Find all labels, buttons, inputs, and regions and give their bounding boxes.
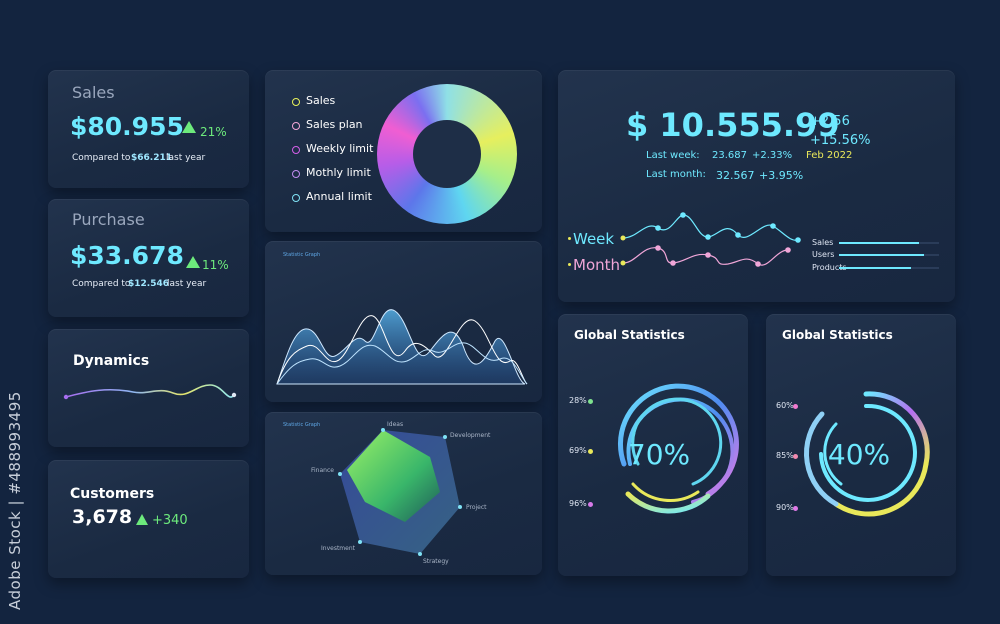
watermark-side-text: Adobe Stock | #488993495 <box>6 391 24 610</box>
global-stats-card-1[interactable]: Global Statistics 28% 69% 96% 70% <box>558 314 748 576</box>
last-month-value: 32.567 <box>716 169 755 182</box>
radar-axis-label: Ideas <box>387 421 403 428</box>
legend-label: Annual limit <box>306 190 372 203</box>
customers-card[interactable]: Customers 3,678 +340 <box>48 460 249 578</box>
legend-label: Sales <box>306 94 336 107</box>
customers-title: Customers <box>70 486 155 502</box>
donut-ring <box>377 84 517 224</box>
sales-title: Sales <box>72 83 115 102</box>
purchase-title: Purchase <box>72 210 145 229</box>
dynamics-title: Dynamics <box>73 353 150 369</box>
dynamics-card[interactable]: Dynamics <box>48 329 249 447</box>
purchase-value: $33.678 <box>70 241 184 270</box>
last-month-label: Last month: <box>646 169 706 180</box>
legend-label: Mothly limit <box>306 166 371 179</box>
stat-row-label: 90% <box>776 503 794 512</box>
radar-axis-label: Investment <box>321 545 356 552</box>
purchase-compare-prefix: Compared to <box>72 279 131 289</box>
purchase-compare-value: $12.546 <box>128 279 169 289</box>
bar-label: Products <box>812 263 847 272</box>
radial-progress-chart: 70% <box>617 383 739 514</box>
stat-row-label: 60% <box>776 401 794 410</box>
radar-chart-card[interactable]: Statistic Graph Ideas Development Projec… <box>265 412 542 575</box>
up-arrow-icon <box>136 514 148 525</box>
stat-dot-icon <box>793 454 798 459</box>
sales-compare-prefix: Compared to <box>72 153 131 163</box>
legend-label: Weekly limit <box>306 142 374 155</box>
summary-card[interactable]: $ 10.555.99 +2.56 +15.56% Feb 2022 Last … <box>558 70 955 302</box>
up-arrow-icon <box>186 256 200 268</box>
radar-points <box>338 428 462 556</box>
summary-amount: $ 10.555.99 <box>626 106 840 144</box>
legend-dot-icon <box>292 146 300 154</box>
last-week-pct: +2.33% <box>752 150 793 161</box>
progress-fill <box>839 267 911 269</box>
donut-hole <box>413 120 481 188</box>
wave-chart <box>276 309 528 385</box>
stat-dot-icon <box>793 404 798 409</box>
bar-label: Sales <box>812 238 834 247</box>
legend-dot-icon <box>292 194 300 202</box>
last-week-value: 23.687 <box>712 150 747 161</box>
purchase-card[interactable]: Purchase $33.678 11% Compared to $12.546… <box>48 199 249 317</box>
progress-track <box>839 254 939 256</box>
progress-fill <box>839 254 924 256</box>
radial-center-value: 70% <box>628 438 690 471</box>
radar-axis-label: Finance <box>311 467 334 474</box>
wave-chart-title: Statistic Graph <box>283 252 321 258</box>
radar-axis-label: Strategy <box>423 558 449 565</box>
radar-chart: Ideas Development Project Strategy Inves… <box>311 421 491 565</box>
last-week-label: Last week: <box>646 150 700 161</box>
summary-date: Feb 2022 <box>806 150 853 161</box>
summary-delta-2: +15.56% <box>810 133 871 148</box>
month-label: Month <box>573 256 621 274</box>
progress-track <box>839 242 939 244</box>
sales-compare-suffix: last year <box>166 153 206 163</box>
customers-value: 3,678 <box>72 506 133 528</box>
week-month-lines <box>620 212 801 267</box>
sales-compare-value: $66.211 <box>131 153 172 163</box>
month-dot-icon <box>568 263 571 266</box>
stat-row-label: 28% <box>569 396 587 405</box>
stat-row-label: 69% <box>569 446 587 455</box>
progress-fill <box>839 242 919 244</box>
stat-dot-icon <box>793 506 798 511</box>
legend-dot-icon <box>292 122 300 130</box>
global-stats-card-2[interactable]: Global Statistics 60% 85% 90% 40% <box>766 314 956 576</box>
radial-center-value: 40% <box>828 438 890 471</box>
global-stats-title: Global Statistics <box>782 328 893 342</box>
up-arrow-icon <box>182 121 196 133</box>
legend-dot-icon <box>292 170 300 178</box>
sales-change: 21% <box>200 125 227 139</box>
wave-chart-card[interactable]: Statistic Graph <box>265 241 542 402</box>
dynamics-sparkline <box>63 384 237 400</box>
global-stats-title: Global Statistics <box>574 328 685 342</box>
donut-card[interactable]: Sales Sales plan Weekly limit Mothly lim… <box>265 70 542 232</box>
summary-delta-1: +2.56 <box>810 114 850 129</box>
stat-dot-icon <box>588 449 593 454</box>
legend-dot-icon <box>292 98 300 106</box>
radar-axis-label: Project <box>466 504 487 511</box>
progress-track <box>839 267 939 269</box>
week-label: Week <box>573 230 615 248</box>
last-month-pct: +3.95% <box>759 169 804 182</box>
legend-label: Sales plan <box>306 118 363 131</box>
bar-label: Users <box>812 250 835 259</box>
purchase-compare-suffix: last year <box>167 279 207 289</box>
week-dot-icon <box>568 237 571 240</box>
radial-progress-chart: 40% <box>803 391 930 517</box>
customers-change: +340 <box>152 513 188 528</box>
stat-dot-icon <box>588 502 593 507</box>
stat-row-label: 96% <box>569 499 587 508</box>
purchase-change: 11% <box>202 258 229 272</box>
sales-value: $80.955 <box>70 112 184 141</box>
stat-row-label: 85% <box>776 451 794 460</box>
stat-dot-icon <box>588 399 593 404</box>
sales-card[interactable]: Sales $80.955 21% Compared to $66.211 la… <box>48 70 249 188</box>
radar-chart-title: Statistic Graph <box>283 422 321 428</box>
radar-axis-label: Development <box>450 432 491 439</box>
